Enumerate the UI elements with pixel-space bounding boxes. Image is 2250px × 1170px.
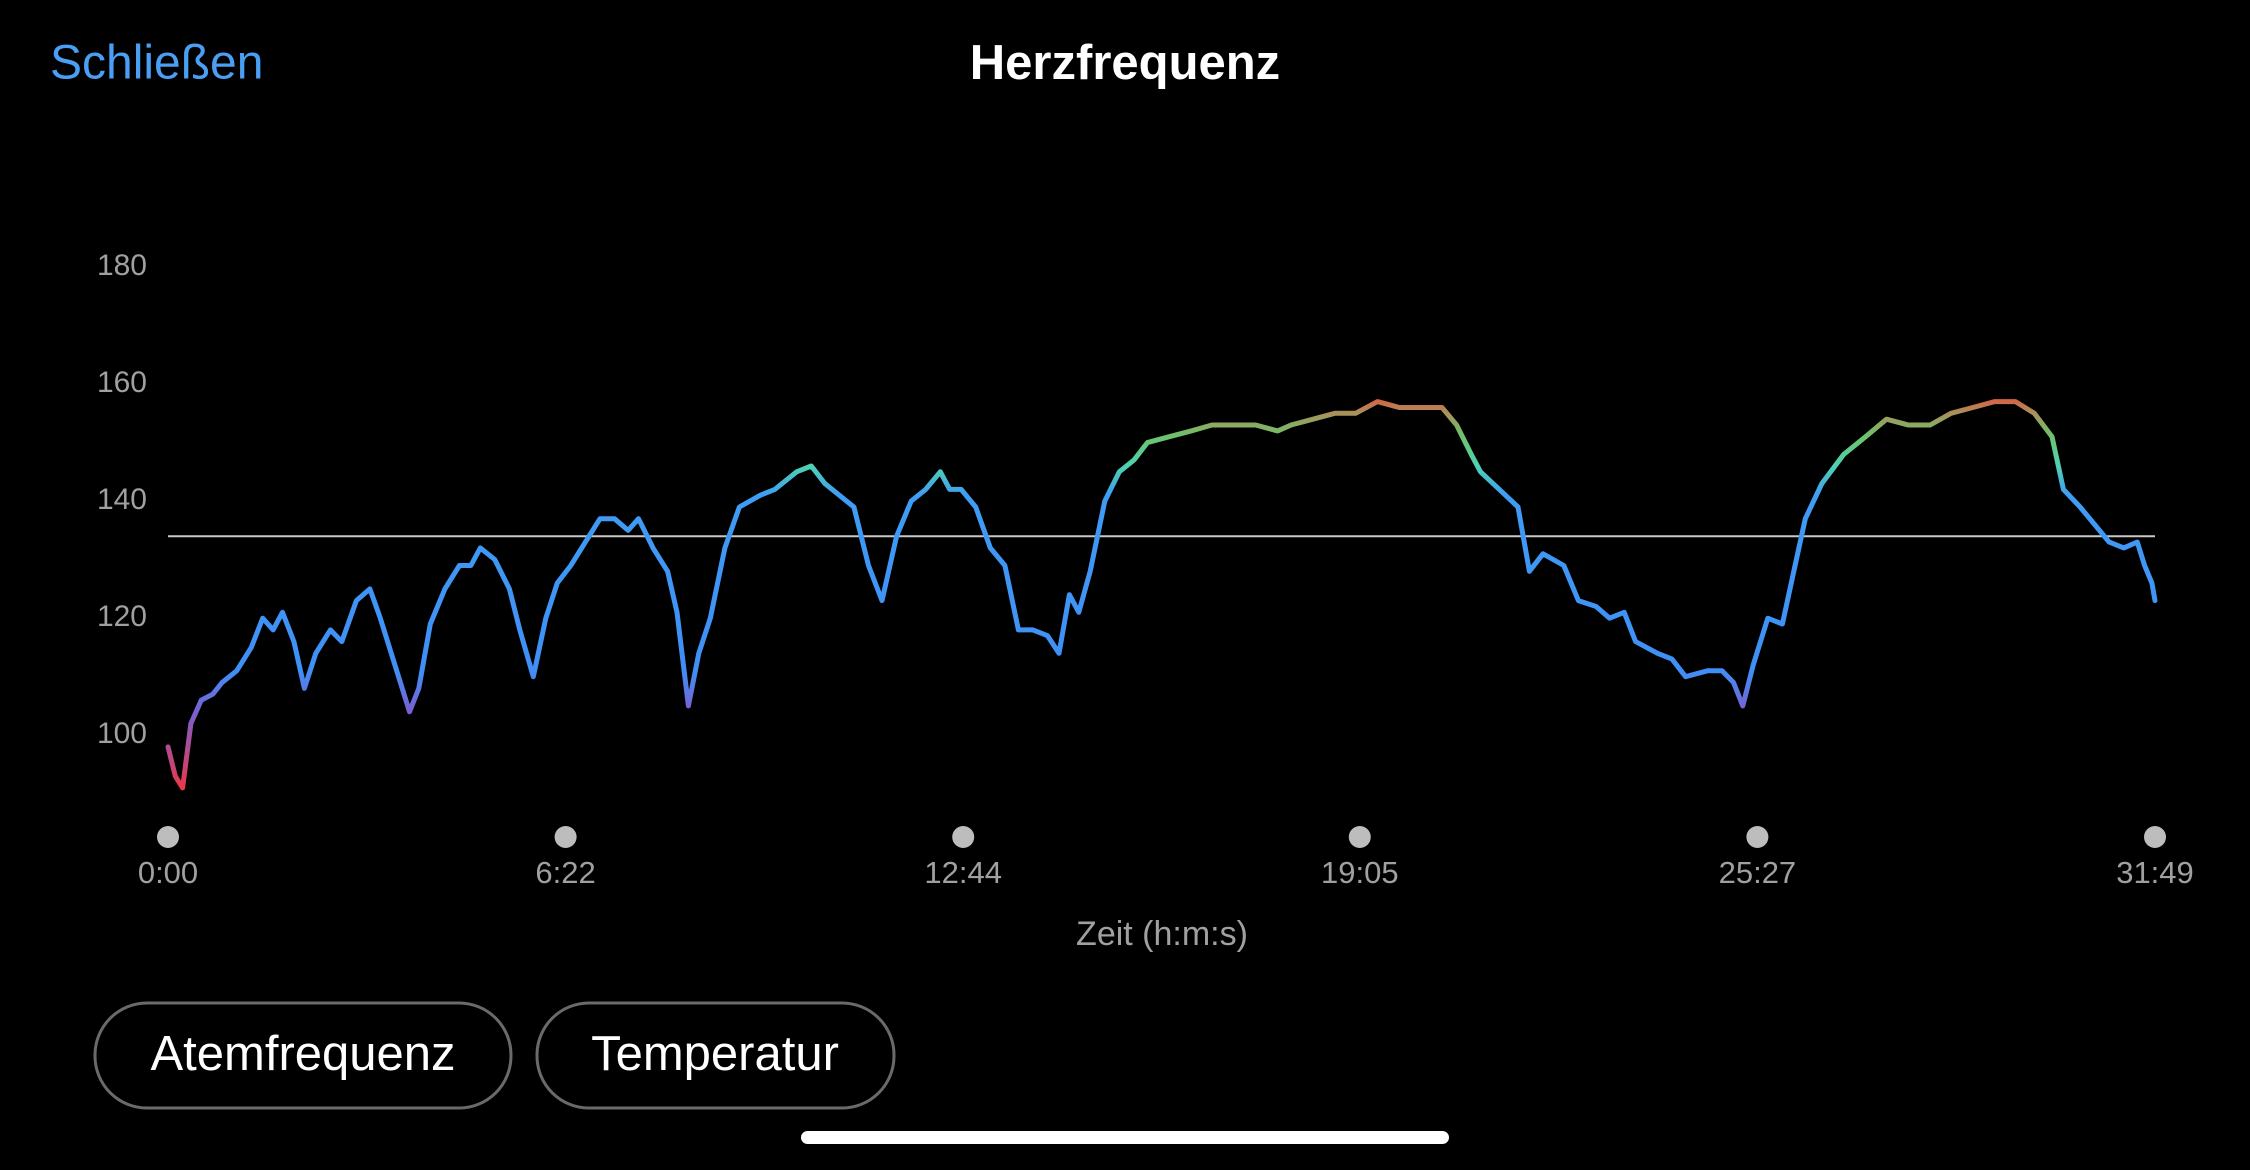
button-label: Atemfrequenz bbox=[150, 1027, 455, 1081]
heart-rate-line bbox=[165, 399, 2158, 791]
atemfrequenz-button[interactable]: Atemfrequenz bbox=[93, 1001, 513, 1110]
y-tick-label: 160 bbox=[97, 366, 147, 399]
y-tick-label: 120 bbox=[97, 600, 147, 633]
button-outline bbox=[535, 1001, 896, 1110]
y-tick-label: 100 bbox=[97, 717, 147, 750]
x-tick-dot bbox=[2144, 826, 2166, 848]
x-tick-label: 19:05 bbox=[1321, 855, 1399, 890]
x-tick-label: 31:49 bbox=[2116, 855, 2194, 890]
x-tick-dot bbox=[952, 826, 975, 848]
button-label: Temperatur bbox=[591, 1027, 839, 1081]
button-outline bbox=[93, 1001, 513, 1110]
y-tick-label: 180 bbox=[97, 249, 147, 282]
x-tick-label: 12:44 bbox=[924, 855, 1002, 890]
x-tick-dot bbox=[1348, 826, 1371, 848]
close-button[interactable]: Schließen bbox=[50, 37, 263, 90]
temperatur-button[interactable]: Temperatur bbox=[535, 1001, 896, 1110]
x-axis-label: Zeit (h:m:s) bbox=[1076, 915, 1248, 953]
home-indicator bbox=[801, 1131, 1449, 1144]
x-tick-label: 0:00 bbox=[138, 855, 198, 890]
screen-title: Herzfrequenz bbox=[970, 36, 1280, 90]
x-tick-dot bbox=[554, 826, 577, 848]
x-tick-dot bbox=[157, 826, 179, 848]
x-tick-label: 25:27 bbox=[1719, 855, 1797, 890]
x-tick-dot bbox=[1746, 826, 1769, 848]
y-tick-label: 140 bbox=[97, 483, 147, 516]
x-tick-label: 6:22 bbox=[535, 855, 595, 890]
